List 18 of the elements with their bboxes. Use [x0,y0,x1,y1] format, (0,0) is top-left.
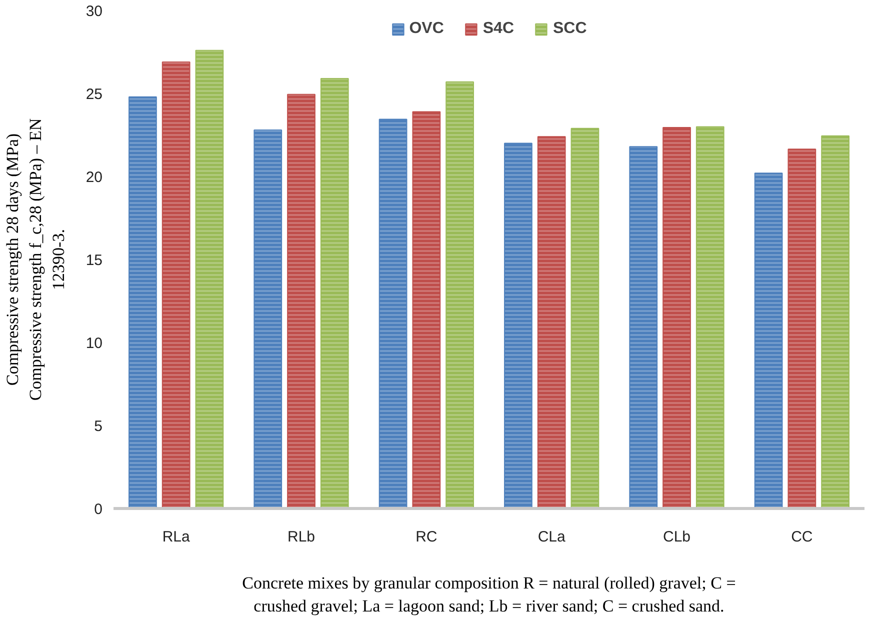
y-tick-label: 30 [86,3,103,20]
x-tick-label: CC [791,528,813,546]
x-tick-label: RLb [287,528,316,546]
y-tick-label: 25 [86,86,103,103]
legend-label: OVC [409,20,444,38]
x-tick-label: RC [416,528,438,546]
y-tick-label: 20 [86,169,103,186]
x-tick-label: CLa [538,528,566,546]
y-tick-label: 15 [86,252,103,269]
y-tick-label: 5 [94,418,102,435]
y-axis-title: Compressive strength 28 days (MPa) Compressive strength f_c,28 (MPa) – EN 12390-3. [3,118,68,401]
x-tick-label: CLb [662,528,691,546]
legend-label: SCC [553,20,587,38]
y-tick-label: 10 [86,335,103,352]
y-tick-label: 0 [94,501,102,518]
x-axis-title: Concrete mixes by granular composition R = natural (rolled) gravel; C = crushed gravel; La = lagoon sand; Lb = river sand; C = crushed sand. [242,574,736,616]
x-tick-label: RLa [162,528,190,546]
legend-label: S4C [482,20,514,38]
